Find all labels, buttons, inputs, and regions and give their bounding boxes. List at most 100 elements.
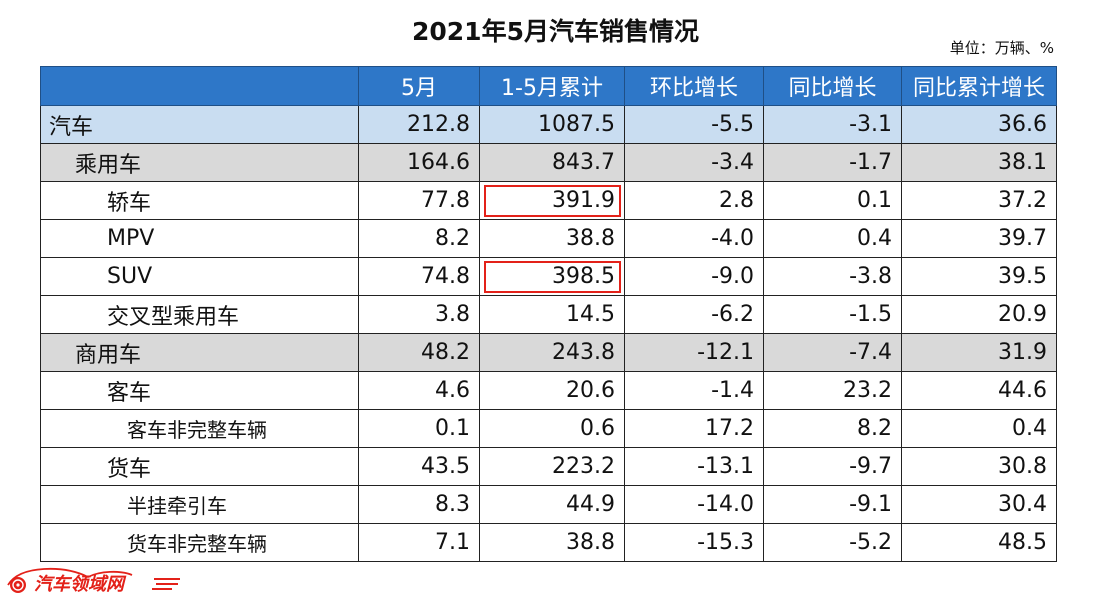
value-cell: 38.8 [479, 219, 625, 258]
watermark-text: 汽车领域网 [34, 574, 127, 595]
value-cell: 74.8 [358, 257, 480, 296]
value-cell: 39.7 [901, 219, 1057, 258]
table-row: 半挂牵引车 8.3 44.9 -14.0 -9.1 30.4 [40, 485, 1057, 524]
value-cell: 38.8 [479, 523, 625, 562]
value-cell: 0.6 [479, 409, 625, 448]
header-cell: 同比增长 [763, 66, 902, 106]
value-cell: -1.4 [624, 371, 764, 410]
value-cell: 37.2 [901, 181, 1057, 220]
value-cell: -6.2 [624, 295, 764, 334]
value-cell: 38.1 [901, 143, 1057, 182]
watermark-logo: 汽车领域网 [7, 567, 180, 595]
header-cell: 环比增长 [624, 66, 764, 106]
value-cell: -5.2 [763, 523, 902, 562]
table-row: 商用车 48.2 243.8 -12.1 -7.4 31.9 [40, 333, 1057, 372]
value-cell: -7.4 [763, 333, 902, 372]
value-cell: -5.5 [624, 105, 764, 144]
value-cell: 0.4 [763, 219, 902, 258]
table-row: 货车非完整车辆 7.1 38.8 -15.3 -5.2 48.5 [40, 523, 1057, 562]
value-cell: 43.5 [358, 447, 480, 486]
value-cell: -13.1 [624, 447, 764, 486]
value-cell: 44.6 [901, 371, 1057, 410]
value-cell: -9.0 [624, 257, 764, 296]
value-cell: 17.2 [624, 409, 764, 448]
value-cell: 8.2 [763, 409, 902, 448]
value-cell: 0.1 [763, 181, 902, 220]
value-cell: 0.4 [901, 409, 1057, 448]
value-cell: 223.2 [479, 447, 625, 486]
value-cell: 4.6 [358, 371, 480, 410]
car-silhouette-icon [7, 567, 133, 586]
highlight-box [483, 260, 621, 293]
value-cell: 20.6 [479, 371, 625, 410]
value-cell: -9.7 [763, 447, 902, 486]
value-cell: 7.1 [358, 523, 480, 562]
highlight-box [483, 184, 621, 217]
row-label: 商用车 [40, 333, 359, 372]
value-cell: 0.1 [358, 409, 480, 448]
value-cell: 2.8 [624, 181, 764, 220]
table-title: 2021年5月汽车销售情况 [412, 17, 699, 46]
value-cell: -12.1 [624, 333, 764, 372]
row-label: 汽车 [40, 105, 359, 144]
table-row: SUV 74.8 398.5 -9.0 -3.8 39.5 [40, 257, 1057, 296]
table-row: MPV 8.2 38.8 -4.0 0.4 39.7 [40, 219, 1057, 258]
value-cell: 44.9 [479, 485, 625, 524]
unit-label: 单位：万辆、% [949, 39, 1054, 57]
table-row: 交叉型乘用车 3.8 14.5 -6.2 -1.5 20.9 [40, 295, 1057, 334]
value-cell: 398.5 [479, 257, 625, 296]
table-body: 汽车 212.8 1087.5 -5.5 -3.1 36.6 乘用车 164.6 843.7 -3… [40, 105, 1057, 562]
value-cell: 36.6 [901, 105, 1057, 144]
value-cell: 8.3 [358, 485, 480, 524]
value-cell: 3.8 [358, 295, 480, 334]
speed-lines-icon [152, 578, 180, 590]
value-cell: -3.8 [763, 257, 902, 296]
header-cell: 1-5月累计 [479, 66, 625, 106]
table-row: 客车非完整车辆 0.1 0.6 17.2 8.2 0.4 [40, 409, 1057, 448]
value-cell: -1.7 [763, 143, 902, 182]
value-cell: -15.3 [624, 523, 764, 562]
value-cell: 164.6 [358, 143, 480, 182]
table-row: 汽车 212.8 1087.5 -5.5 -3.1 36.6 [40, 105, 1057, 144]
row-label: 轿车 [40, 181, 359, 220]
value-cell: 23.2 [763, 371, 902, 410]
value-cell: -9.1 [763, 485, 902, 524]
row-label: SUV [40, 257, 359, 296]
value-cell: -3.4 [624, 143, 764, 182]
value-cell: 243.8 [479, 333, 625, 372]
row-label: 客车 [40, 371, 359, 410]
wheel-icon [10, 577, 26, 593]
value-cell: 843.7 [479, 143, 625, 182]
row-label: 货车非完整车辆 [40, 523, 359, 562]
value-cell: 14.5 [479, 295, 625, 334]
value-cell: 1087.5 [479, 105, 625, 144]
header-cell-name [40, 66, 359, 106]
value-cell: -1.5 [763, 295, 902, 334]
value-cell: -3.1 [763, 105, 902, 144]
value-cell: 8.2 [358, 219, 480, 258]
value-cell: 212.8 [358, 105, 480, 144]
value-cell: 20.9 [901, 295, 1057, 334]
table-row: 货车 43.5 223.2 -13.1 -9.7 30.8 [40, 447, 1057, 486]
header-row: 5月 1-5月累计 环比增长 同比增长 同比累计增长 [40, 66, 1057, 106]
row-label: 货车 [40, 447, 359, 486]
table-row: 乘用车 164.6 843.7 -3.4 -1.7 38.1 [40, 143, 1057, 182]
row-label: 乘用车 [40, 143, 359, 182]
value-cell: 30.8 [901, 447, 1057, 486]
value-cell: 30.4 [901, 485, 1057, 524]
sales-table: 5月 1-5月累计 环比增长 同比增长 同比累计增长 汽车 212.8 1087.5 -5.5… [40, 66, 1057, 562]
value-cell: 48.2 [358, 333, 480, 372]
value-cell: 77.8 [358, 181, 480, 220]
row-label: 半挂牵引车 [40, 485, 359, 524]
header-cell: 5月 [358, 66, 480, 106]
header-cell: 同比累计增长 [901, 66, 1057, 106]
value-cell: 39.5 [901, 257, 1057, 296]
value-cell: -4.0 [624, 219, 764, 258]
row-label: 交叉型乘用车 [40, 295, 359, 334]
value-cell: 31.9 [901, 333, 1057, 372]
table-row: 客车 4.6 20.6 -1.4 23.2 44.6 [40, 371, 1057, 410]
value-cell: -14.0 [624, 485, 764, 524]
row-label: 客车非完整车辆 [40, 409, 359, 448]
row-label: MPV [40, 219, 359, 258]
table-row: 轿车 77.8 391.9 2.8 0.1 37.2 [40, 181, 1057, 220]
